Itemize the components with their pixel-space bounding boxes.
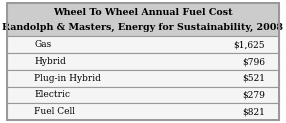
Text: $521: $521 (242, 74, 265, 83)
Text: $279: $279 (243, 90, 265, 99)
Text: $821: $821 (243, 107, 265, 116)
Text: $1,625: $1,625 (234, 40, 265, 49)
Text: Plug-in Hybrid: Plug-in Hybrid (34, 74, 101, 83)
Text: Randolph & Masters, Energy for Sustainability, 2008: Randolph & Masters, Energy for Sustainab… (3, 23, 283, 32)
Text: Fuel Cell: Fuel Cell (34, 107, 75, 116)
Text: Wheel To Wheel Annual Fuel Cost: Wheel To Wheel Annual Fuel Cost (53, 8, 233, 17)
Bar (7, 53, 279, 70)
Text: $796: $796 (242, 57, 265, 66)
Bar (7, 87, 279, 103)
Bar (7, 103, 279, 120)
Text: Hybrid: Hybrid (34, 57, 66, 66)
Bar (7, 70, 279, 87)
Bar (7, 36, 279, 53)
Bar (7, 3, 279, 36)
Text: Gas: Gas (34, 40, 51, 49)
Text: Electric: Electric (34, 90, 70, 99)
